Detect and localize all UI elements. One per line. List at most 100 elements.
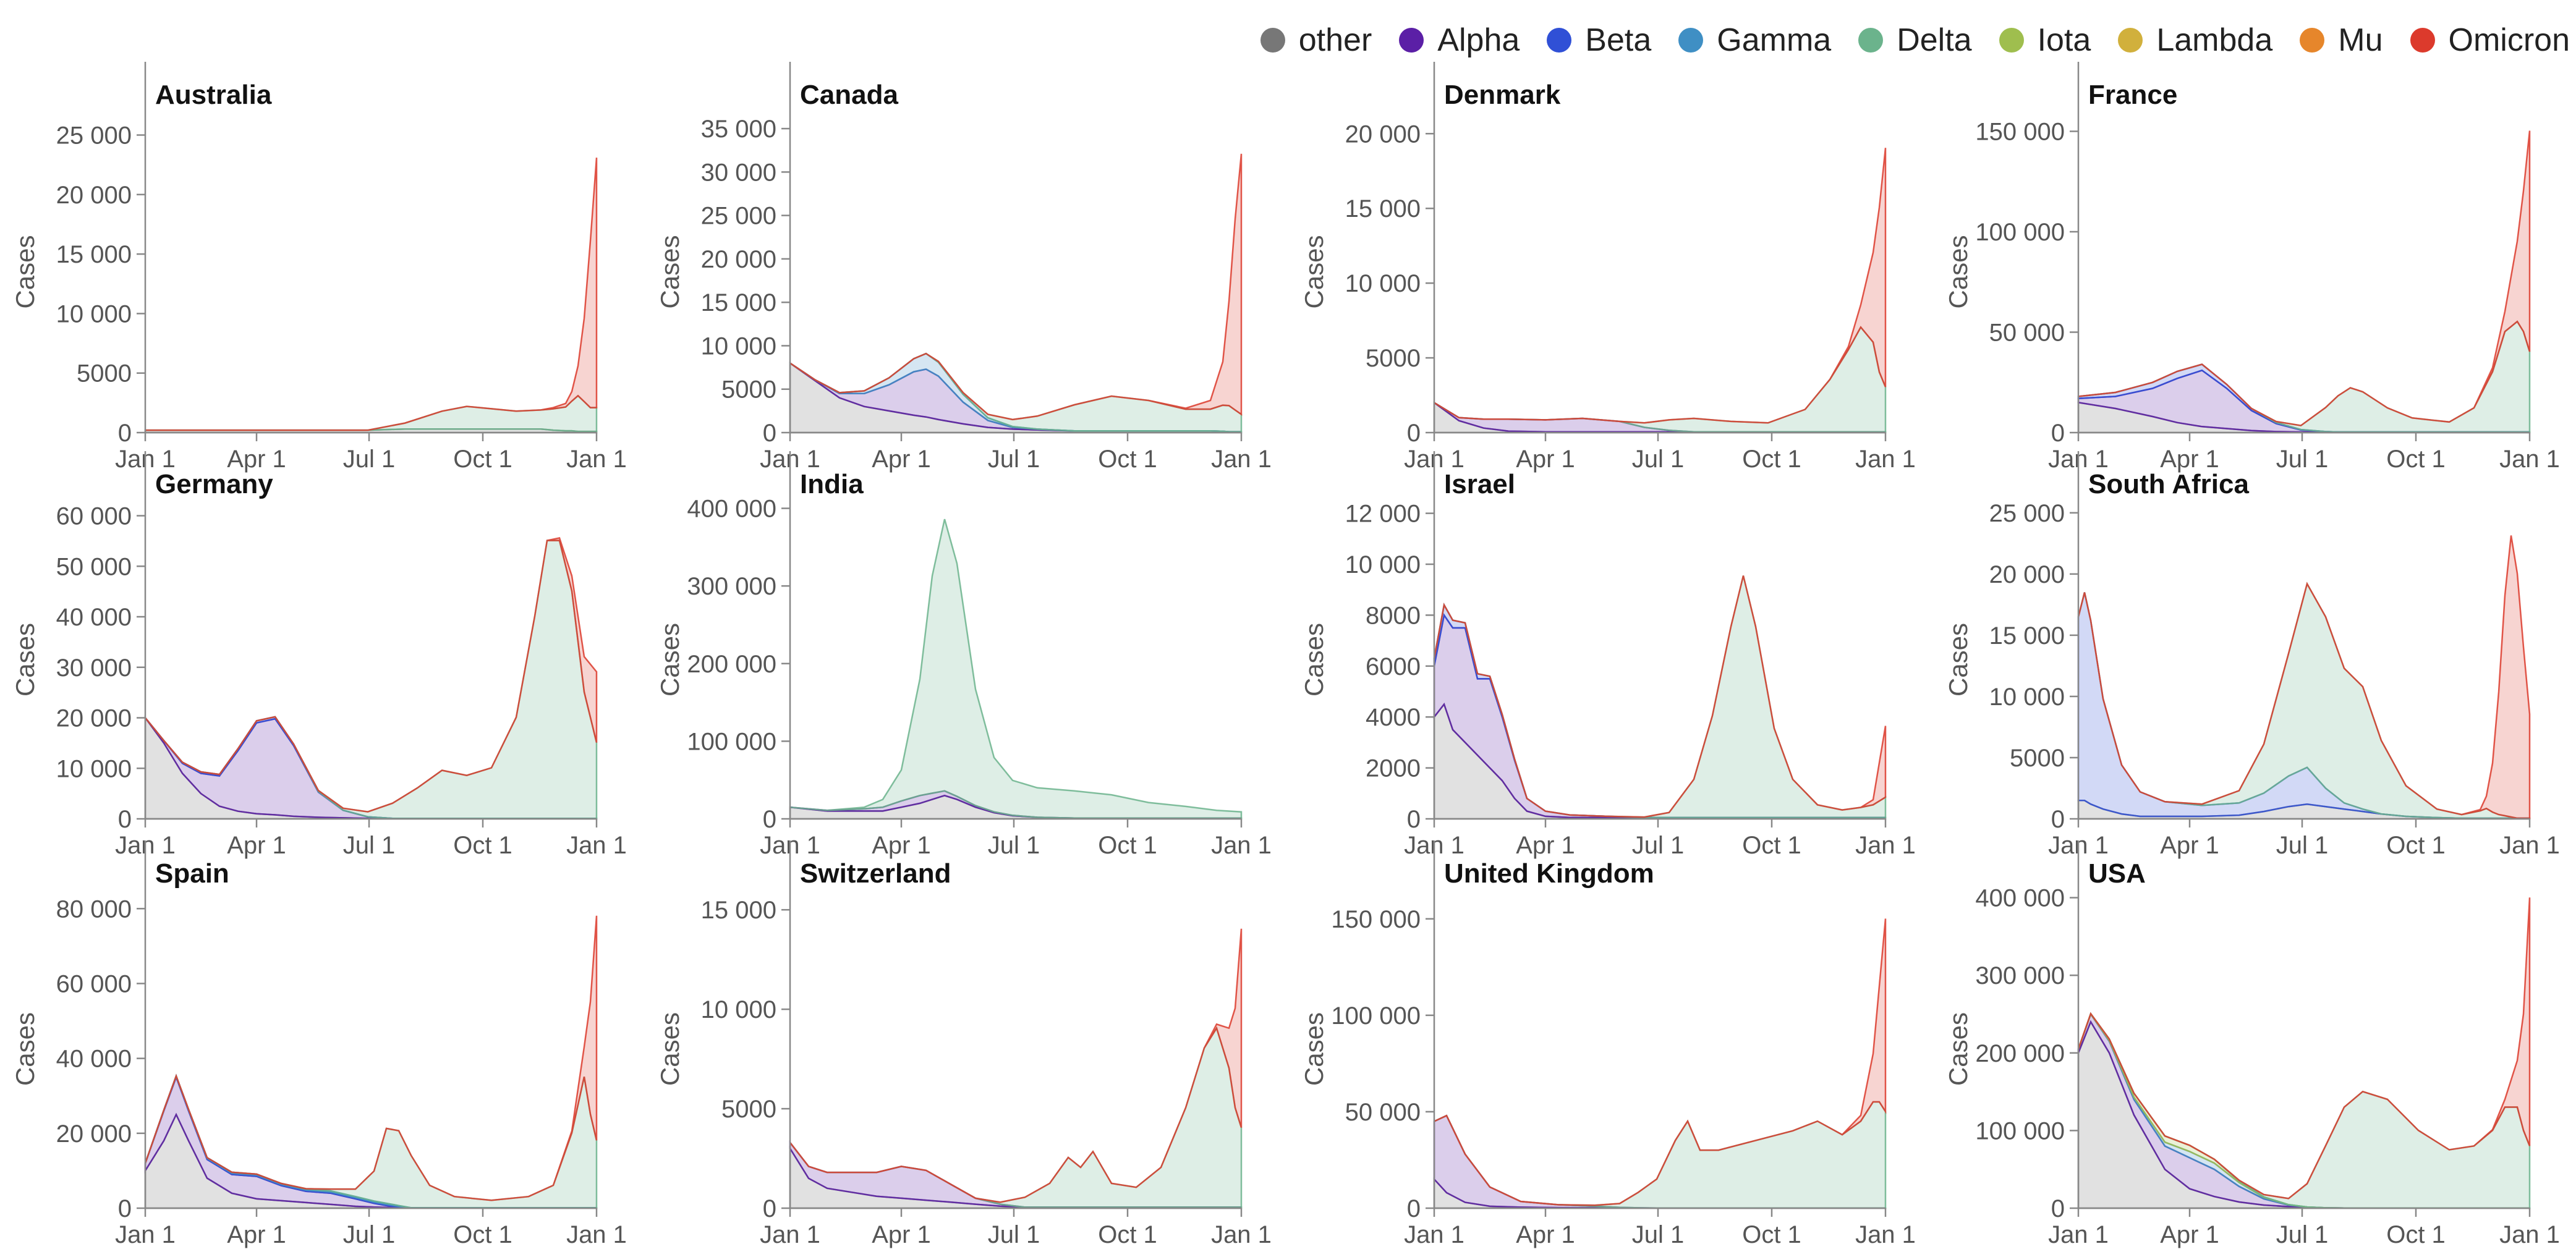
x-tick-label: Jan 1 (1211, 832, 1272, 859)
y-tick-label: 20 000 (56, 1120, 132, 1148)
x-tick-label: Oct 1 (453, 446, 512, 473)
x-tick-label: Oct 1 (2386, 1221, 2446, 1248)
y-tick-label: 20 000 (1989, 561, 2065, 588)
x-tick-label: Jul 1 (2276, 832, 2329, 859)
y-tick-label: 15 000 (701, 897, 776, 924)
legend-swatch (1858, 28, 1884, 53)
chart-panel: 0 100 000 200 000 300 000 400 000 Jan 1 Apr 1 J… (655, 451, 1272, 859)
x-tick-label: Jan 1 (115, 1221, 176, 1248)
x-tick-label: Jan 1 (1855, 832, 1916, 859)
y-tick-label: 25 000 (701, 203, 776, 230)
y-axis-label: Cases (1944, 623, 1973, 696)
y-tick-label: 400 000 (687, 496, 776, 523)
y-axis-label: Cases (1944, 235, 1973, 308)
y-tick-label: 80 000 (56, 895, 132, 923)
chart-title: Australia (155, 80, 272, 110)
legend-swatch (2410, 28, 2435, 53)
x-tick-label: Jul 1 (343, 446, 396, 473)
y-tick-label: 5000 (77, 360, 132, 387)
y-tick-label: 60 000 (56, 970, 132, 997)
y-tick-label: 10 000 (1989, 684, 2065, 711)
chart-title: Germany (155, 469, 273, 499)
y-tick-label: 15 000 (1989, 622, 2065, 650)
y-tick-label: 0 (118, 1195, 132, 1222)
x-tick-label: Jul 1 (1632, 446, 1685, 473)
y-tick-label: 12 000 (1345, 501, 1421, 528)
y-tick-label: 0 (763, 806, 776, 833)
legend-label: Omicron (2448, 22, 2570, 58)
chart-title: France (2088, 80, 2177, 110)
chart-title: USA (2088, 858, 2146, 889)
legend-label: Mu (2338, 22, 2383, 58)
y-tick-label: 6000 (1366, 653, 1421, 680)
x-tick-label: Jan 1 (566, 1221, 627, 1248)
x-tick-label: Apr 1 (227, 832, 286, 859)
chart-title: Canada (800, 80, 898, 110)
y-tick-label: 50 000 (56, 553, 132, 580)
legend-label: Lambda (2156, 22, 2273, 58)
y-tick-label: 10 000 (56, 755, 132, 782)
x-tick-label: Jan 1 (2048, 1221, 2109, 1248)
x-tick-label: Apr 1 (872, 446, 931, 473)
legend-label: other (1298, 22, 1372, 58)
y-tick-label: 0 (1407, 806, 1421, 833)
legend-label: Delta (1897, 22, 1972, 58)
y-tick-label: 10 000 (56, 300, 132, 328)
y-tick-label: 0 (2051, 420, 2065, 447)
x-tick-label: Jan 1 (1211, 446, 1272, 473)
y-tick-label: 40 000 (56, 1046, 132, 1073)
chart-title: Denmark (1444, 80, 1561, 110)
y-axis-label: Cases (1944, 1012, 1973, 1086)
x-tick-label: Apr 1 (872, 832, 931, 859)
y-tick-label: 30 000 (701, 159, 776, 186)
y-tick-label: 100 000 (687, 728, 776, 755)
y-tick-label: 150 000 (1331, 906, 1421, 933)
legend-item: Lambda (2118, 22, 2272, 59)
x-tick-label: Jan 1 (1855, 1221, 1916, 1248)
y-axis-label: Cases (11, 1012, 40, 1086)
x-tick-label: Jul 1 (2276, 446, 2329, 473)
x-tick-label: Jul 1 (988, 446, 1040, 473)
chart-title: Spain (155, 858, 229, 889)
series-area-omicron (789, 928, 1243, 1203)
series-area-omicron (1434, 148, 1887, 424)
y-tick-label: 0 (763, 1195, 776, 1222)
legend-item: Beta (1547, 22, 1651, 59)
chart-title: India (800, 469, 864, 499)
y-tick-label: 0 (1407, 1195, 1421, 1222)
x-tick-label: Apr 1 (227, 1221, 286, 1248)
x-tick-label: Jan 1 (566, 832, 627, 859)
x-tick-label: Jul 1 (988, 832, 1040, 859)
x-tick-label: Oct 1 (453, 832, 512, 859)
chart-panel: 0 20 000 40 000 60 000 80 000 Jan 1 Apr 1 Jul 1… (11, 840, 627, 1248)
x-tick-label: Jul 1 (343, 832, 396, 859)
legend-item: Delta (1858, 22, 1972, 59)
legend-swatch (1399, 28, 1424, 53)
y-axis-label: Cases (655, 235, 684, 308)
legend: other Alpha Beta Gamma Delta Iota Lambda Mu Omic… (1233, 19, 2570, 62)
y-tick-label: 20 000 (701, 246, 776, 273)
y-tick-label: 8000 (1366, 602, 1421, 629)
y-axis-label: Cases (1299, 1012, 1328, 1086)
y-tick-label: 0 (2051, 1195, 2065, 1222)
x-tick-label: Apr 1 (872, 1221, 931, 1248)
y-tick-label: 200 000 (1975, 1040, 2065, 1067)
y-tick-label: 10 000 (701, 996, 776, 1023)
y-tick-label: 0 (118, 806, 132, 833)
x-tick-label: Jul 1 (1632, 1221, 1685, 1248)
x-tick-label: Jul 1 (2276, 1221, 2329, 1248)
legend-label: Iota (2037, 22, 2091, 58)
x-tick-label: Oct 1 (1742, 446, 1801, 473)
y-axis-label: Cases (655, 1012, 684, 1086)
x-tick-label: Oct 1 (2386, 446, 2446, 473)
y-tick-label: 150 000 (1975, 119, 2065, 146)
legend-item: Omicron (2410, 22, 2570, 59)
series-area-omicron (1434, 918, 1887, 1206)
series-area-omicron (144, 915, 598, 1201)
x-tick-label: Apr 1 (1516, 446, 1575, 473)
y-tick-label: 300 000 (1975, 962, 2065, 989)
y-tick-label: 5000 (1366, 345, 1421, 372)
legend-label: Alpha (1437, 22, 1520, 58)
x-tick-label: Jan 1 (1404, 1221, 1464, 1248)
